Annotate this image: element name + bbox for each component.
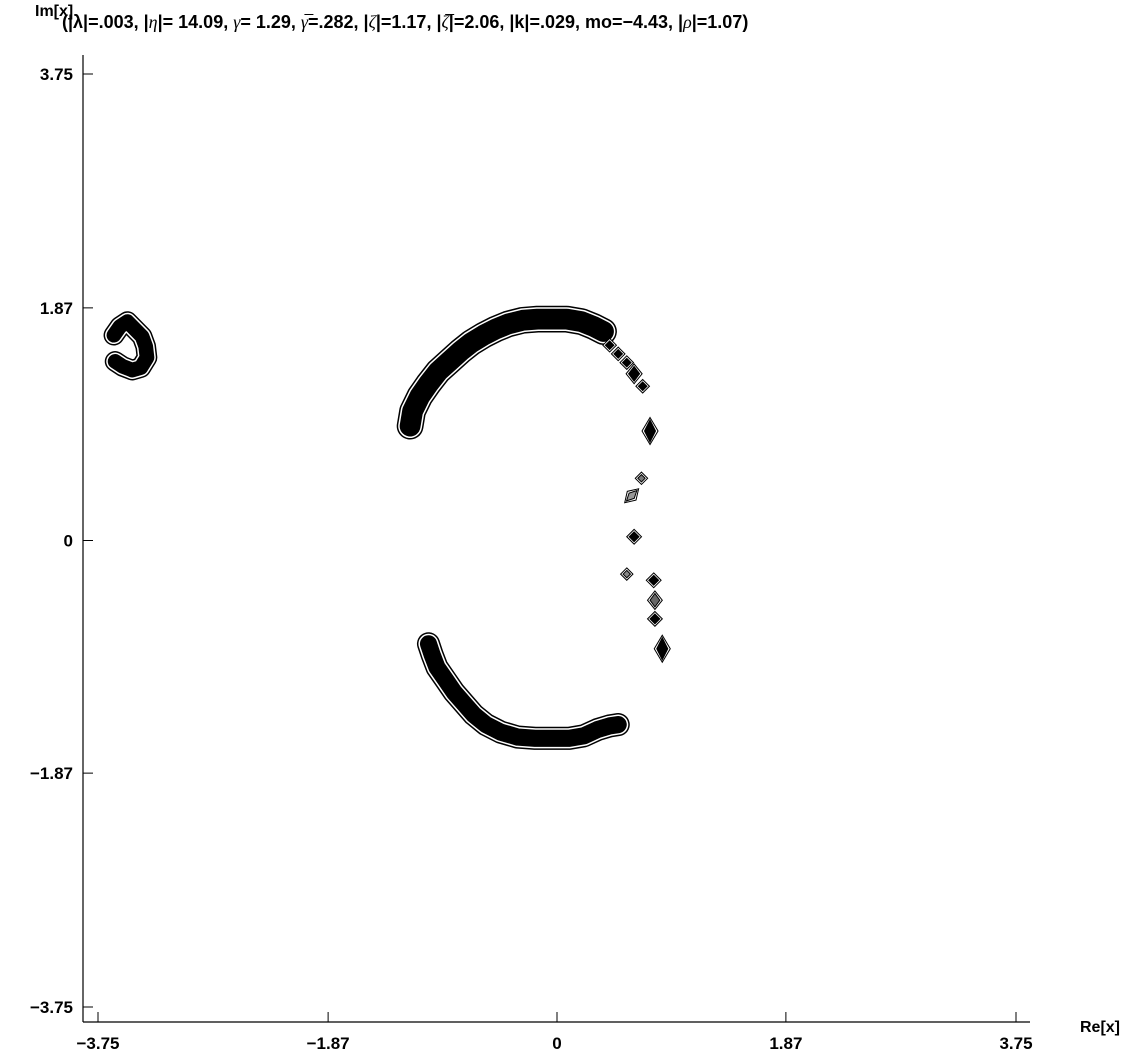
contour-blob-core [627,365,641,382]
x-axis-ticks: −3.75 −1.87 0 1.87 3.75 [76,1012,1033,1053]
contour-blob [619,355,635,371]
contour-blob [641,416,659,446]
contour-blob [625,363,643,385]
contour-blob-core [649,613,661,625]
title-part: |= 14.09, [158,12,234,32]
contour-blob-core [637,473,646,483]
contour-blob-core [621,357,632,368]
contour-blob [626,528,643,545]
axes [82,55,1030,1023]
x-tick-label: −3.75 [76,1034,119,1053]
y-tick-label: 0 [64,532,73,551]
contour-blob [646,590,663,611]
x-tick-label: 3.75 [999,1034,1032,1053]
y-tick-label: −1.87 [30,764,73,783]
contour-blob-core [637,381,648,392]
contour-blob [653,634,671,664]
contour-blob-core [649,592,661,608]
contour-blobs [602,337,671,664]
y-tick-label: 1.87 [40,299,73,318]
contour-blob [610,346,626,362]
title-part: |=.003, | [83,12,149,32]
title-part: =.282, | [308,12,369,32]
x-tick-label: −1.87 [307,1034,350,1053]
contour-band [419,635,627,747]
contour-band [106,314,155,378]
y-axis-label: Im[x] [35,3,73,20]
contour-blob [646,610,664,627]
title-part: |=2.06, |k|=.029, mo=−4.43, | [449,12,683,32]
contour-blob-core [643,418,657,444]
y-tick-label: 3.75 [40,65,73,84]
contour-blob-core [656,636,669,661]
chart-title: (|λ|=.003, |η|= 14.09, γ= 1.29, γ̅=.282,… [62,12,748,32]
title-part: (| [62,12,73,32]
contour-blob-core [628,531,640,543]
contour-blob [624,488,640,504]
title-part: η [149,12,158,32]
contour-band [399,308,614,437]
title-part: ζ [369,12,378,32]
title-part: γ [233,12,241,32]
x-tick-label: 1.87 [769,1034,802,1053]
title-part: |=1.07) [692,12,749,32]
contour-curves [103,305,630,750]
contour-blob-core [604,340,615,351]
x-axis-label: Re[x] [1080,1019,1120,1036]
contour-blob [602,337,618,353]
title-part: ρ [682,12,692,32]
contour-blob-core [613,348,624,359]
title-part: |=1.17, | [376,12,442,32]
contour-blob-core [625,489,638,502]
contour-blob [635,378,651,394]
title-part: = 1.29, [240,12,301,32]
contour-blob [645,572,662,589]
x-tick-label: 0 [552,1034,561,1053]
y-axis-ticks: 3.75 1.87 0 −1.87 −3.75 [30,65,93,1017]
title-part: λ [73,12,83,32]
contour-blob-core [622,569,632,579]
contour-blob [619,567,634,581]
contour-blob-core [648,574,660,586]
y-tick-label: −3.75 [30,998,73,1017]
contour-blob [634,471,649,486]
